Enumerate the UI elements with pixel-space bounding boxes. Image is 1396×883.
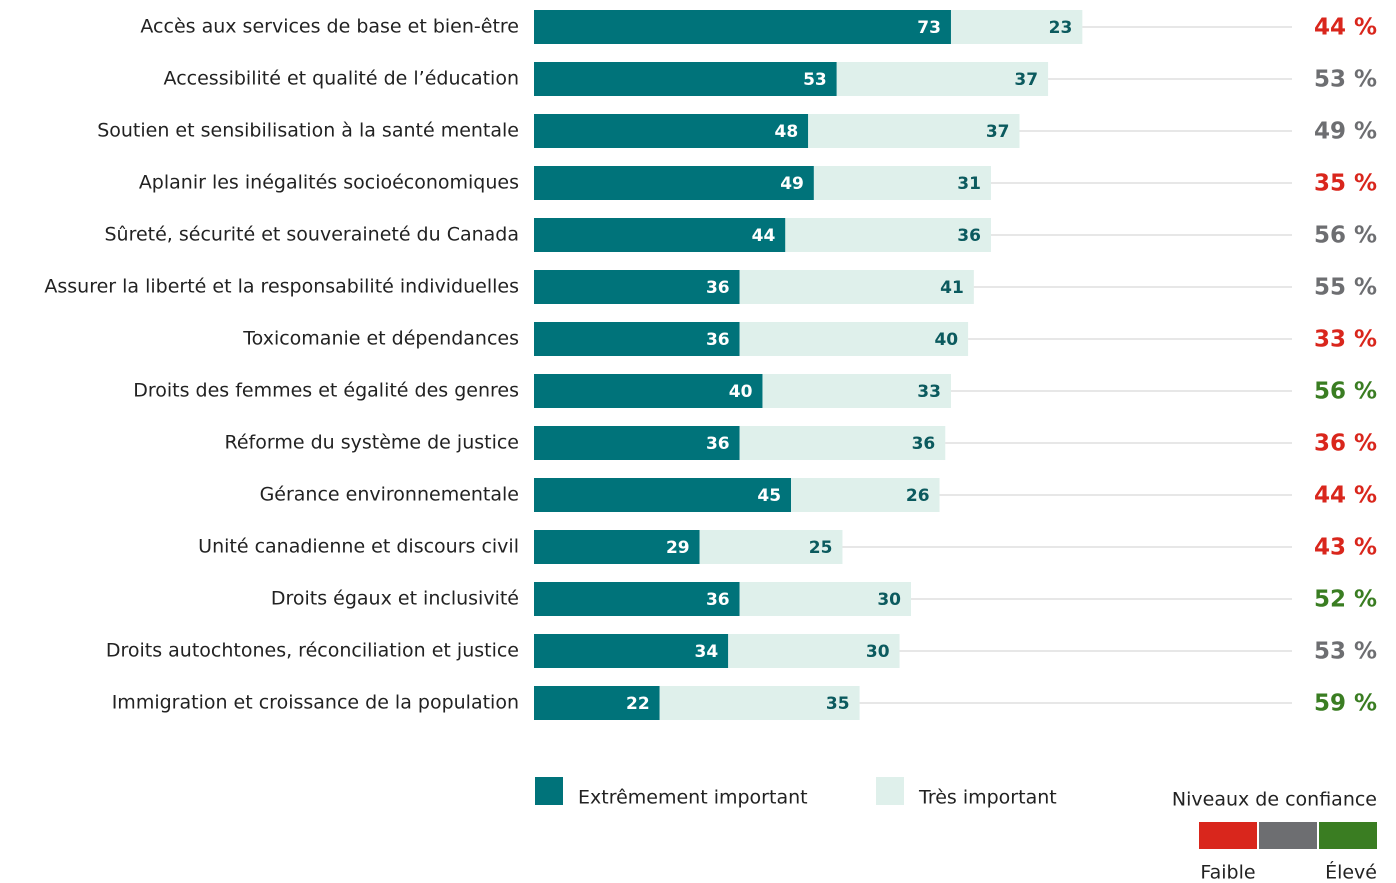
bar-segment xyxy=(659,686,860,720)
bar-segment xyxy=(699,530,843,564)
value-label: 23 xyxy=(1049,18,1073,38)
confidence-label: 49 % xyxy=(1314,119,1377,145)
confidence-swatch xyxy=(1259,822,1317,849)
value-label: 36 xyxy=(706,434,730,454)
confidence-label: 53 % xyxy=(1314,639,1377,665)
bar-segment xyxy=(785,218,991,252)
category-label: Aplanir les inégalités socioéconomiques xyxy=(139,172,519,194)
value-label: 36 xyxy=(706,278,730,298)
legend-swatch xyxy=(876,777,904,805)
bar-segment xyxy=(534,634,729,668)
value-label: 45 xyxy=(757,486,781,506)
confidence-label: 33 % xyxy=(1314,327,1377,353)
category-label: Assurer la liberté et la responsabilité … xyxy=(44,276,519,298)
value-label: 31 xyxy=(957,174,981,194)
bar-segment xyxy=(950,10,1083,44)
confidence-label: 44 % xyxy=(1314,483,1377,509)
category-label: Soutien et sensibilisation à la santé me… xyxy=(97,120,519,142)
confidence-legend-title: Niveaux de confiance xyxy=(1172,789,1377,811)
value-label: 29 xyxy=(666,538,690,558)
confidence-label: 59 % xyxy=(1314,691,1377,717)
value-label: 48 xyxy=(775,122,799,142)
category-label: Unité canadienne et discours civil xyxy=(198,536,519,558)
value-label: 25 xyxy=(809,538,833,558)
value-label: 36 xyxy=(912,434,936,454)
bar-segment xyxy=(534,218,786,252)
value-label: 30 xyxy=(866,642,890,662)
bar-segment xyxy=(728,634,900,668)
bar-segment xyxy=(739,270,974,304)
bar-segment xyxy=(739,322,969,356)
value-label: 73 xyxy=(917,18,941,38)
bar-segment xyxy=(534,478,792,512)
confidence-swatch xyxy=(1319,822,1377,849)
value-label: 22 xyxy=(626,694,650,714)
value-label: 30 xyxy=(877,590,901,610)
confidence-label: 55 % xyxy=(1314,275,1377,301)
bar-segment xyxy=(534,114,809,148)
value-label: 37 xyxy=(986,122,1010,142)
confidence-label: 35 % xyxy=(1314,171,1377,197)
confidence-label: 53 % xyxy=(1314,67,1377,93)
confidence-label: 43 % xyxy=(1314,535,1377,561)
bar-segment xyxy=(791,478,940,512)
category-label: Droits des femmes et égalité des genres xyxy=(133,380,519,402)
category-label: Accessibilité et qualité de l’éducation xyxy=(164,68,519,90)
category-label: Immigration et croissance de la populati… xyxy=(112,692,519,714)
value-label: 34 xyxy=(695,642,719,662)
confidence-label: 56 % xyxy=(1314,223,1377,249)
legend-label: Très important xyxy=(918,787,1057,809)
category-label: Accès aux services de base et bien-être xyxy=(140,16,519,38)
bar-segment xyxy=(534,686,660,720)
category-label: Sûreté, sécurité et souveraineté du Cana… xyxy=(104,224,519,246)
confidence-label: 44 % xyxy=(1314,15,1377,41)
value-label: 36 xyxy=(957,226,981,246)
bar-segment xyxy=(534,582,740,616)
value-label: 33 xyxy=(917,382,941,402)
confidence-legend-label: Faible xyxy=(1200,862,1255,883)
confidence-label: 36 % xyxy=(1314,431,1377,457)
bar-segment xyxy=(534,426,740,460)
value-label: 36 xyxy=(706,330,730,350)
category-label: Droits égaux et inclusivité xyxy=(271,588,519,610)
bar-segment xyxy=(813,166,991,200)
bar-segment xyxy=(534,10,951,44)
bar-segment xyxy=(534,322,740,356)
value-label: 36 xyxy=(706,590,730,610)
bar-segment xyxy=(762,374,951,408)
bar-segment xyxy=(739,426,946,460)
bar-segment xyxy=(739,582,911,616)
bar-segment xyxy=(534,374,763,408)
confidence-label: 52 % xyxy=(1314,587,1377,613)
value-label: 35 xyxy=(826,694,850,714)
confidence-swatch xyxy=(1199,822,1257,849)
bar-segment xyxy=(534,270,740,304)
value-label: 40 xyxy=(729,382,753,402)
value-label: 49 xyxy=(780,174,804,194)
bar-segment xyxy=(808,114,1020,148)
bar-segment xyxy=(836,62,1049,96)
value-label: 40 xyxy=(934,330,958,350)
confidence-legend-label: Élevé xyxy=(1325,861,1377,883)
confidence-label: 56 % xyxy=(1314,379,1377,405)
value-label: 41 xyxy=(940,278,964,298)
category-label: Gérance environnementale xyxy=(260,484,519,506)
bar-segment xyxy=(534,530,700,564)
category-label: Réforme du système de justice xyxy=(225,432,520,454)
legend-label: Extrêmement important xyxy=(578,787,808,809)
bar-segment xyxy=(534,62,837,96)
category-label: Droits autochtones, réconciliation et ju… xyxy=(106,640,519,662)
bar-segment xyxy=(534,166,814,200)
value-label: 53 xyxy=(803,70,827,90)
value-label: 26 xyxy=(906,486,930,506)
value-label: 44 xyxy=(752,226,776,246)
legend-swatch xyxy=(535,777,563,805)
category-label: Toxicomanie et dépendances xyxy=(242,328,519,350)
value-label: 37 xyxy=(1014,70,1038,90)
